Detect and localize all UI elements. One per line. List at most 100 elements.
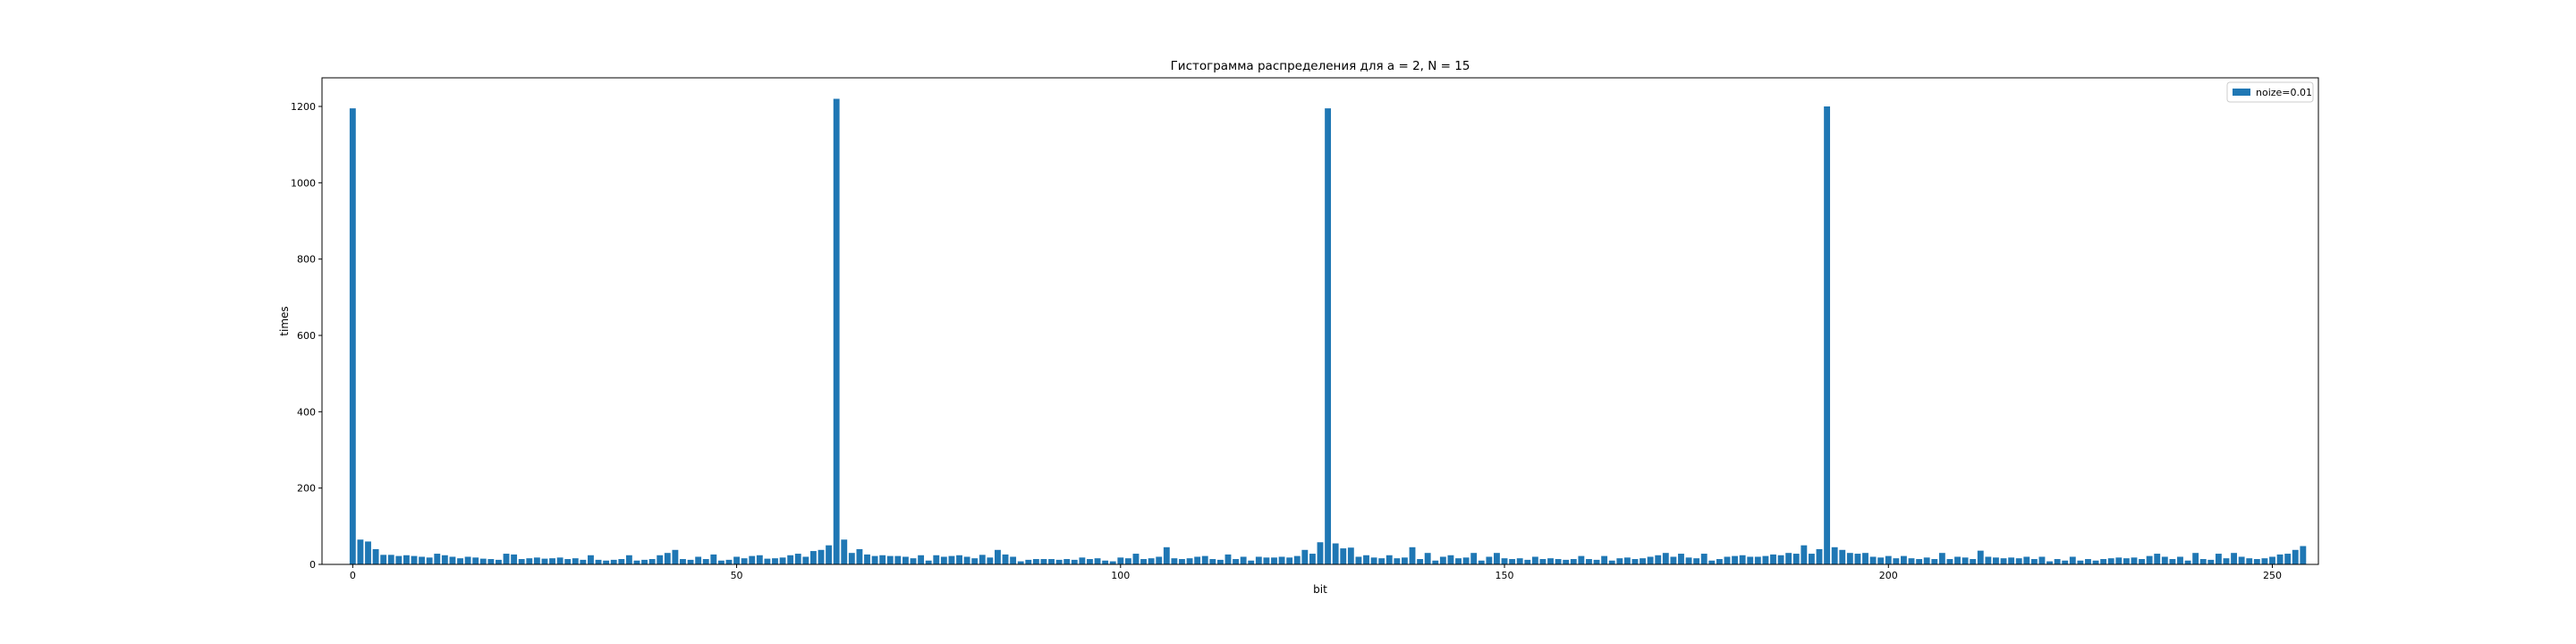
bar-125 (1309, 554, 1316, 564)
bar-18 (487, 559, 495, 564)
bar-120 (1271, 557, 1277, 564)
bar-92 (1055, 559, 1063, 564)
x-tick-label: 50 (731, 570, 743, 581)
bar-147 (1478, 560, 1485, 564)
bar-48 (717, 560, 724, 564)
bar-154 (1531, 556, 1538, 564)
bar-161 (1586, 559, 1592, 564)
bar-123 (1293, 555, 1301, 564)
bar-102 (1132, 554, 1140, 564)
bar-254 (2300, 546, 2307, 564)
bar-8 (411, 555, 418, 564)
bar-170 (1655, 555, 1662, 564)
bar-61 (818, 549, 825, 564)
bar-113 (1216, 559, 1224, 564)
bar-41 (664, 553, 671, 564)
bar-149 (1494, 553, 1500, 564)
bar-157 (1555, 559, 1562, 564)
y-tick-label: 0 (309, 559, 316, 571)
bar-68 (871, 555, 878, 564)
bar-135 (1385, 555, 1393, 564)
bar-191 (1816, 548, 1823, 564)
bar-53 (756, 555, 763, 564)
bar-127 (1325, 108, 1332, 564)
bar-12 (441, 555, 448, 564)
bar-97 (1094, 558, 1101, 564)
y-tick-label: 200 (297, 483, 316, 495)
bar-216 (2008, 557, 2015, 564)
bar-37 (633, 560, 640, 564)
bar-111 (1201, 555, 1208, 564)
bar-229 (2107, 558, 2114, 564)
bar-228 (2100, 559, 2107, 564)
bar-79 (956, 555, 962, 564)
bar-77 (940, 556, 947, 564)
bar-143 (1447, 555, 1454, 564)
bar-96 (1087, 559, 1093, 564)
bar-52 (749, 555, 756, 564)
bar-177 (1708, 560, 1716, 564)
bar-232 (2131, 557, 2138, 564)
bar-11 (434, 554, 441, 564)
bar-64 (841, 539, 848, 564)
x-tick-label: 250 (2263, 570, 2282, 581)
bar-163 (1601, 555, 1608, 564)
bar-207 (1938, 553, 1945, 564)
bar-220 (2038, 556, 2046, 564)
bar-242 (2207, 559, 2215, 564)
bar-172 (1670, 556, 1677, 564)
bar-42 (672, 549, 679, 564)
bar-210 (1962, 557, 1969, 564)
bar-99 (1109, 561, 1116, 564)
bar-233 (2139, 559, 2145, 564)
bar-185 (1770, 554, 1776, 564)
bar-95 (1079, 557, 1086, 564)
bar-193 (1831, 547, 1838, 564)
bar-195 (1846, 553, 1853, 564)
bar-218 (2023, 556, 2030, 564)
x-axis-label: bit (1313, 583, 1327, 596)
bar-106 (1163, 547, 1170, 564)
x-tick-label: 100 (1111, 570, 1130, 581)
legend-box (2226, 81, 2314, 103)
bar-251 (2276, 554, 2284, 564)
bar-85 (1002, 554, 1009, 564)
bar-250 (2269, 556, 2275, 564)
bar-253 (2292, 549, 2299, 564)
bar-215 (2000, 558, 2007, 564)
bar-10 (426, 557, 433, 564)
bar-17 (479, 558, 487, 564)
bar-221 (2046, 561, 2053, 564)
bar-46 (702, 559, 709, 564)
bar-3 (372, 548, 379, 564)
bar-25 (541, 558, 548, 564)
bar-30 (580, 559, 587, 564)
bar-109 (1186, 558, 1193, 564)
bar-137 (1402, 557, 1408, 564)
bar-7 (403, 555, 410, 564)
bar-134 (1378, 558, 1385, 564)
bar-88 (1025, 559, 1032, 564)
bar-63 (833, 98, 840, 565)
bar-29 (572, 558, 579, 564)
bar-14 (457, 558, 463, 564)
axes-frame (321, 77, 2319, 565)
bar-44 (687, 559, 694, 564)
bar-138 (1409, 547, 1416, 564)
bar-198 (1869, 556, 1877, 564)
bar-217 (2015, 558, 2022, 564)
bar-57 (787, 555, 794, 564)
x-tick-label: 150 (1496, 570, 1514, 581)
bar-35 (618, 559, 625, 564)
bar-104 (1148, 558, 1155, 564)
bar-153 (1524, 559, 1531, 564)
bar-205 (1923, 557, 1930, 564)
bar-117 (1248, 560, 1255, 564)
bar-124 (1301, 549, 1309, 564)
bar-36 (625, 555, 632, 564)
bar-208 (1946, 559, 1953, 564)
bar-223 (2062, 560, 2069, 564)
bar-192 (1824, 106, 1831, 564)
bar-160 (1578, 555, 1585, 564)
